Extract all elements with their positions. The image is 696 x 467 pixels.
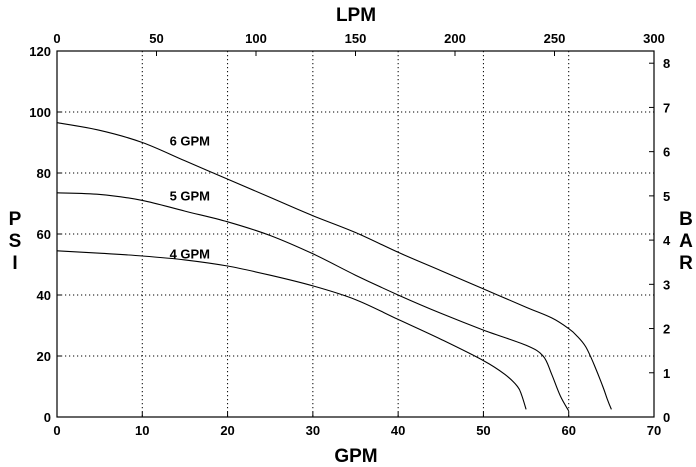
y2-tick-label: 5	[663, 189, 670, 204]
x2-tick-label: 50	[149, 31, 163, 46]
y2-tick-label: 1	[663, 366, 670, 381]
axis-title-letter: B	[679, 209, 693, 230]
axis-title-letter: P	[9, 209, 22, 230]
x-tick-label: 10	[135, 423, 149, 438]
y2-tick-label: 7	[663, 100, 670, 115]
x2-tick-label: 300	[643, 31, 665, 46]
x2-tick-label: 250	[544, 31, 566, 46]
y-tick-label: 120	[29, 44, 51, 59]
x2-tick-label: 0	[53, 31, 60, 46]
axis-title-letter: A	[679, 231, 693, 252]
curve-label-3: 4 GPM	[170, 246, 210, 261]
y-tick-label: 40	[37, 288, 51, 303]
curve-labels: 6 GPM 5 GPM 4 GPM	[170, 134, 210, 262]
y-tick-label: 60	[37, 227, 51, 242]
series-line-2	[56, 192, 570, 412]
y-axis-title: PSI	[9, 209, 22, 274]
x2-tick-label: 200	[444, 31, 466, 46]
x2-tick-label: 150	[345, 31, 367, 46]
x-tick-label: 0	[53, 423, 60, 438]
y-tick-label: 0	[44, 410, 51, 425]
x-tick-label: 40	[391, 423, 405, 438]
axis-title-letter: R	[679, 253, 693, 274]
y2-tick-label: 4	[663, 233, 671, 248]
y2-tick-label: 6	[663, 145, 670, 160]
plot-frame	[56, 50, 655, 418]
y2-tick-label: 3	[663, 277, 670, 292]
series-line-3	[56, 250, 527, 410]
x-tick-label: 20	[220, 423, 234, 438]
y2-tick-label: 0	[663, 410, 670, 425]
grid-lines	[57, 51, 654, 417]
y2-axis-title: BAR	[679, 209, 693, 274]
y2-tick-label: 2	[663, 322, 670, 337]
tick-labels: 0 10 20 30 40 50 60 700 50 100 150 200 250 3000204060…	[29, 31, 671, 438]
x2-axis-title: LPM	[336, 5, 376, 26]
x-tick-label: 50	[476, 423, 490, 438]
axis-title-letter: S	[9, 231, 22, 252]
x-tick-label: 70	[647, 423, 661, 438]
series-line-1	[56, 122, 612, 410]
y-tick-label: 100	[29, 105, 51, 120]
axis-title-letter: I	[12, 253, 17, 274]
y-tick-label: 80	[37, 166, 51, 181]
x-tick-label: 30	[306, 423, 320, 438]
series-lines	[56, 122, 612, 412]
x2-tick-label: 100	[245, 31, 267, 46]
x-axis-title: GPM	[334, 446, 377, 467]
x-tick-label: 60	[561, 423, 575, 438]
y-tick-label: 20	[37, 349, 51, 364]
y2-tick-label: 8	[663, 56, 670, 71]
curve-label-2: 5 GPM	[170, 188, 210, 203]
curve-label-1: 6 GPM	[170, 134, 210, 149]
